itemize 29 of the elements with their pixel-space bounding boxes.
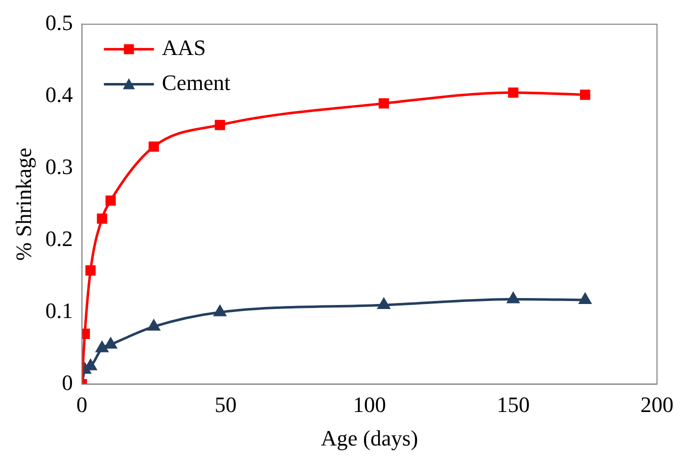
point: [106, 195, 116, 206]
y-tick-label: 0.5: [45, 10, 73, 35]
y-tick-label: 0.2: [45, 226, 73, 251]
legend-label: Cement: [162, 70, 230, 95]
point: [579, 293, 592, 304]
point: [148, 320, 160, 331]
point: [214, 120, 226, 130]
x-tick-label: 50: [214, 392, 237, 418]
point: [580, 90, 590, 100]
x-tick-label: 150: [496, 392, 530, 418]
point: [148, 141, 159, 152]
point: [96, 213, 108, 224]
y-tick-label: 0.3: [45, 154, 73, 179]
y-tick-label: 0: [62, 370, 73, 395]
point: [214, 305, 226, 316]
x-tick-label: 200: [640, 392, 674, 418]
y-axis-title: % Shrinkage: [10, 148, 36, 261]
point: [508, 87, 518, 98]
point: [507, 292, 520, 304]
point: [104, 338, 117, 349]
y-tick-label: 0.1: [45, 298, 73, 323]
point: [96, 341, 108, 352]
legend-label: AAS: [162, 34, 206, 60]
point: [378, 98, 389, 109]
y-tick-label: 0.4: [45, 82, 73, 107]
x-tick-label: 100: [352, 392, 386, 418]
x-axis-title: Age (days): [320, 426, 418, 451]
point: [378, 298, 390, 309]
point: [85, 265, 96, 276]
